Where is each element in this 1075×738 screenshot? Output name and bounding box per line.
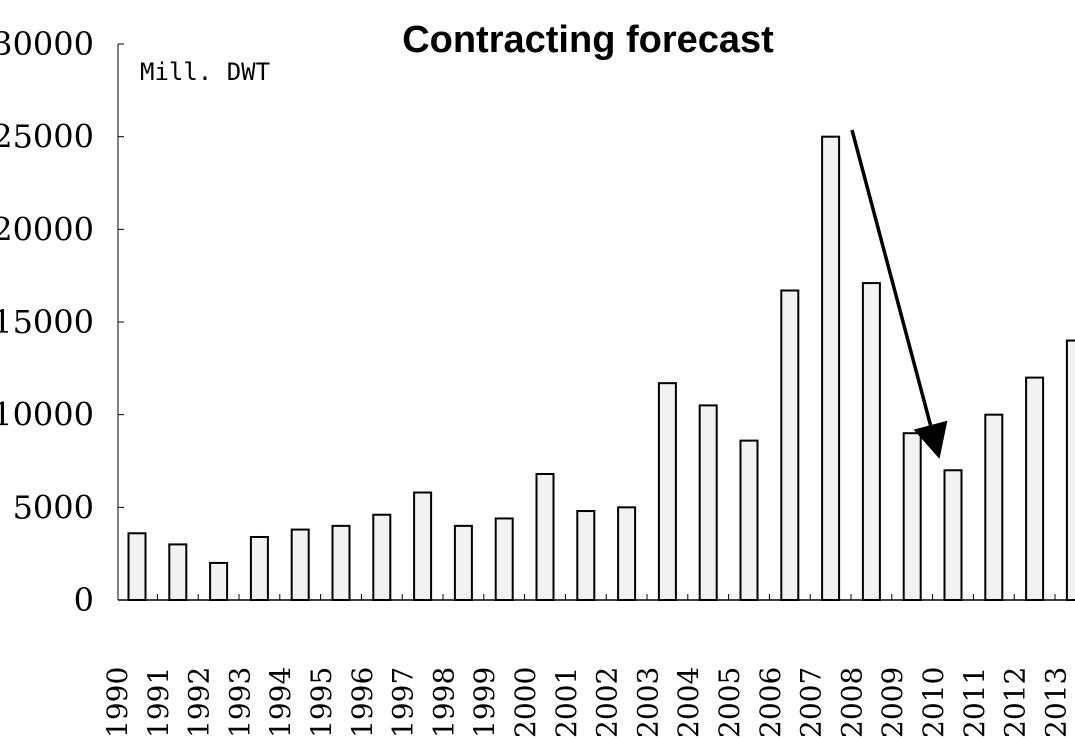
x-tick-label: 2012 — [999, 667, 1032, 738]
y-axis-unit-label: Mill. DWT — [140, 58, 270, 86]
x-tick-label: 2001 — [550, 667, 583, 738]
x-tick-label: 1996 — [346, 667, 379, 738]
bar-2010 — [943, 469, 963, 601]
x-tick-label: 2010 — [917, 667, 950, 738]
y-tick-label: 5000 — [13, 488, 94, 526]
y-tick-label: 30000 — [0, 25, 94, 63]
x-tick-label: 2011 — [958, 667, 991, 738]
bar-1992 — [209, 561, 229, 602]
x-tick-label: 2007 — [795, 667, 828, 738]
y-tick-label: 10000 — [0, 396, 94, 434]
chart-title: Contracting forecast — [402, 19, 774, 61]
x-tick-label: 2005 — [713, 667, 746, 738]
x-tick-label: 1998 — [427, 667, 460, 738]
bar-2002 — [617, 506, 637, 602]
bar-2006 — [780, 289, 800, 601]
x-tick-label: 2013 — [1039, 667, 1072, 738]
bar-1993 — [249, 535, 269, 602]
bar-1996 — [372, 513, 392, 601]
bar-1997 — [413, 491, 433, 601]
x-tick-label: 2003 — [631, 667, 664, 738]
bar-1998 — [453, 524, 473, 601]
bar-2007 — [821, 135, 841, 602]
bar-2009 — [902, 432, 922, 602]
x-axis: 1990 1991 1992 1993 1994 1995 1996 1997 1998 1999… — [101, 594, 1075, 738]
bar-1994 — [290, 528, 310, 601]
bar-2004 — [698, 404, 718, 601]
y-tick-label: 25000 — [0, 118, 94, 156]
bar-1991 — [168, 543, 188, 602]
bar-2005 — [739, 439, 759, 602]
y-tick-label: 20000 — [0, 210, 94, 248]
bar-2003 — [657, 382, 677, 601]
x-tick-label: 2008 — [835, 667, 868, 738]
x-tick-label: 2009 — [876, 667, 909, 738]
forecast-arrow — [850, 129, 948, 459]
bar-2008 — [861, 282, 881, 601]
x-tick-label: 2000 — [509, 667, 542, 738]
y-axis: 0 5000 10000 15000 20000 25000 30000 — [0, 25, 124, 619]
bar-2012 — [1025, 376, 1045, 601]
y-tick-label: 15000 — [0, 303, 94, 341]
y-tick-label: 0 — [74, 581, 94, 619]
x-tick-label: 2006 — [754, 667, 787, 738]
bar-1990 — [127, 532, 147, 602]
bar-1995 — [331, 524, 351, 601]
x-tick-label: 2004 — [672, 667, 705, 738]
bar-2011 — [984, 413, 1004, 601]
bar-2001 — [576, 510, 596, 602]
x-tick-label: 1997 — [387, 667, 420, 738]
bar-1999 — [494, 517, 514, 601]
x-tick-label: 2002 — [591, 667, 624, 738]
x-tick-label: 1992 — [183, 667, 216, 738]
x-tick-label: 1994 — [264, 667, 297, 738]
bar-2000 — [535, 472, 555, 601]
x-tick-label: 1995 — [305, 667, 338, 738]
x-tick-label: 1991 — [142, 667, 175, 738]
x-tick-label: 1999 — [468, 667, 501, 738]
x-tick-label: 1990 — [101, 667, 134, 738]
x-tick-label: 1993 — [223, 667, 256, 738]
bars — [127, 135, 1075, 602]
bar-2013 — [1065, 339, 1075, 601]
